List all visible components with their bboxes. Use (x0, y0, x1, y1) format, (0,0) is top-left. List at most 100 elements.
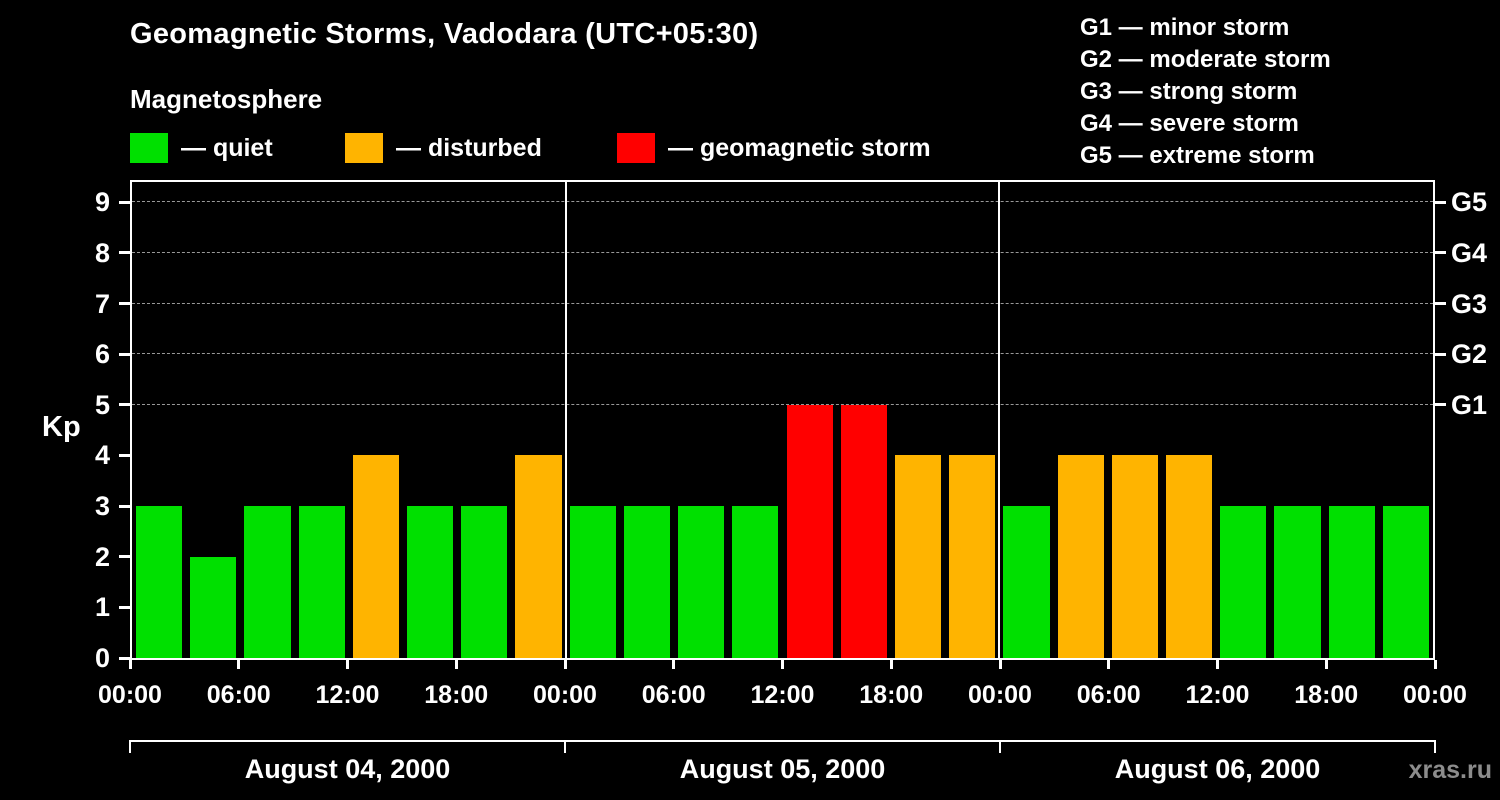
g-scale-label: G5 (1451, 187, 1488, 218)
g-scale-label: G4 (1451, 237, 1488, 268)
x-tick-label: 18:00 (424, 681, 489, 709)
kp-bar (190, 556, 237, 658)
y-tick (119, 453, 130, 457)
x-tick-label: 12:00 (750, 681, 815, 709)
storm-scale-line-g3: G3 — strong storm (1080, 78, 1298, 105)
y-tick (119, 555, 130, 559)
storm-scale-line-g4: G4 — severe storm (1080, 110, 1299, 137)
x-tick (672, 660, 676, 669)
y-tick (119, 200, 130, 204)
y-tick (119, 656, 130, 660)
date-axis-line (130, 740, 1435, 742)
legend-label-quiet: — quiet (181, 133, 273, 162)
kp-bar (569, 506, 616, 658)
x-tick (237, 660, 241, 669)
x-tick-label: 06:00 (641, 681, 706, 709)
legend-swatch-disturbed (345, 133, 383, 163)
x-tick-label: 00:00 (1403, 681, 1467, 709)
kp-bar (1165, 455, 1213, 658)
kp-bar (1328, 506, 1375, 658)
kp-bar (1274, 506, 1321, 658)
y-tick (119, 403, 130, 407)
kp-bar (461, 506, 508, 658)
y-tick-label: 5 (94, 389, 110, 420)
x-tick (1107, 660, 1111, 669)
x-tick (998, 660, 1002, 669)
date-axis-tick (564, 740, 566, 753)
x-tick (454, 660, 458, 669)
page-title: Geomagnetic Storms, Vadodara (UTC+05:30) (130, 18, 759, 50)
right-tick (1435, 302, 1446, 306)
kp-bar (1382, 506, 1429, 658)
kp-bar (1220, 506, 1267, 658)
x-tick (563, 660, 567, 669)
date-label: August 06, 2000 (1114, 754, 1321, 784)
day-separator (998, 182, 1001, 658)
kp-bar (298, 506, 345, 658)
x-tick (889, 660, 893, 669)
y-tick (119, 352, 130, 356)
legend-item-storm: — geomagnetic storm (617, 133, 931, 163)
x-tick (1433, 660, 1437, 669)
gridline-kp-6 (132, 353, 1433, 355)
y-tick-label: 1 (94, 592, 110, 623)
gridline-kp-9 (132, 201, 1433, 203)
plot-area (130, 180, 1435, 660)
y-tick (119, 605, 130, 609)
y-tick-label: 7 (94, 288, 110, 319)
gridline-kp-5 (132, 403, 1433, 405)
y-tick-label: 0 (94, 643, 110, 673)
x-tick (128, 660, 132, 669)
x-tick (346, 660, 349, 669)
kp-bar (515, 455, 562, 658)
day-separator (564, 182, 567, 658)
storm-scale-line-g1: G1 — minor storm (1080, 14, 1290, 41)
x-tick-label: 00:00 (533, 681, 597, 709)
date-label: August 05, 2000 (679, 754, 886, 784)
date-axis-tick (1434, 740, 1436, 753)
kp-bar (732, 506, 779, 658)
legend-label-storm: — geomagnetic storm (668, 133, 931, 162)
kp-bar (1057, 455, 1104, 658)
x-tick-label: 06:00 (1076, 681, 1141, 709)
y-tick-label: 4 (94, 440, 110, 471)
kp-bar (840, 404, 887, 658)
x-tick (1324, 660, 1328, 669)
legend-item-quiet: — quiet (130, 133, 273, 163)
x-tick-label: 00:00 (98, 681, 162, 709)
right-tick (1435, 200, 1446, 204)
storm-scale-legend: G1 — minor storm G2 — moderate storm G3 — … (1080, 12, 1331, 172)
kp-bar (678, 506, 725, 658)
storm-scale-line-g5: G5 — extreme storm (1080, 142, 1315, 169)
right-tick (1435, 352, 1446, 356)
kp-bar (352, 455, 400, 658)
kp-bar (1111, 455, 1158, 658)
gridline-kp-8 (132, 251, 1433, 253)
legend-label-disturbed: — disturbed (396, 133, 542, 162)
kp-bar (949, 455, 996, 658)
x-tick (1216, 660, 1219, 669)
gridline-kp-7 (132, 302, 1433, 304)
kp-bar (407, 506, 454, 658)
y-axis-title: Kp (42, 411, 81, 444)
y-tick-label: 3 (94, 491, 110, 522)
date-axis-tick (999, 740, 1001, 753)
x-tick-label: 18:00 (1294, 681, 1359, 709)
g-scale-label: G3 (1451, 288, 1488, 319)
x-tick (781, 660, 784, 669)
legend-swatch-quiet (130, 133, 168, 163)
date-axis-tick (129, 740, 131, 753)
xras-watermark: xras.ru (1408, 756, 1492, 784)
kp-bar (623, 506, 671, 658)
x-tick-label: 12:00 (315, 681, 380, 709)
x-tick-label: 12:00 (1185, 681, 1250, 709)
y-tick (119, 504, 130, 508)
kp-bar (1003, 506, 1050, 658)
y-tick-label: 6 (94, 339, 110, 370)
y-tick-label: 2 (94, 541, 110, 572)
y-tick (119, 251, 130, 255)
legend-item-disturbed: — disturbed (345, 133, 542, 163)
y-tick (119, 302, 130, 306)
